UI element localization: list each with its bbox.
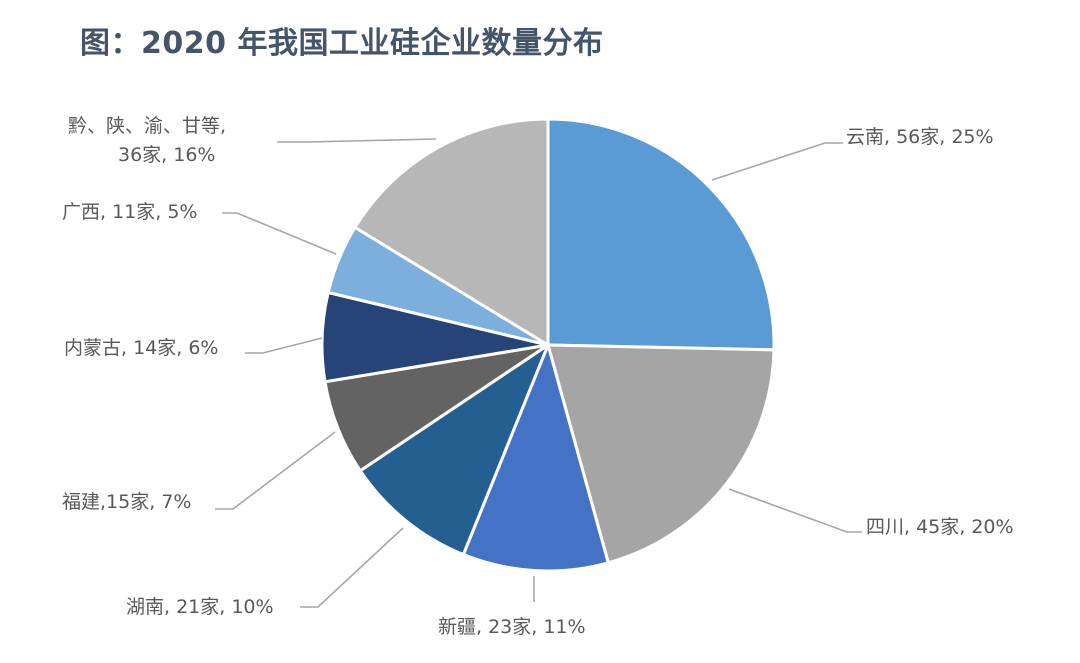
data-label-guangxi: 广西, 11家, 5% [62, 201, 198, 223]
pie-slice-sichuan [546, 343, 776, 565]
leader-lines [215, 138, 862, 608]
pie-slices [320, 117, 776, 573]
data-label-others-line1: 黔、陕、渝、甘等, [68, 115, 227, 137]
pie-slice-hunan [358, 343, 550, 557]
data-label-yunnan: 云南, 56家, 25% [846, 126, 994, 148]
leader-line-others [277, 138, 437, 143]
pie-slice-others [353, 117, 550, 347]
data-label-sichuan: 四川, 45家, 20% [866, 516, 1014, 538]
pie-slice-yunnan [546, 117, 776, 352]
data-label-others-line2: 36家, 16% [118, 144, 216, 166]
pie-slice-xinjiang [461, 343, 610, 573]
data-label-xinjiang: 新疆, 23家, 11% [438, 616, 586, 638]
data-label-neimenggu: 内蒙古, 14家, 6% [64, 337, 219, 359]
chart-title: 图：2020 年我国工业硅企业数量分布 [80, 26, 604, 61]
leader-line-sichuan [728, 488, 862, 533]
leader-line-hunan [300, 527, 404, 608]
leader-line-guangxi [222, 212, 337, 255]
leader-line-neimenggu [245, 337, 323, 354]
data-label-hunan: 湖南, 21家, 10% [126, 596, 274, 618]
leader-line-fujian [215, 431, 336, 510]
data-label-fujian: 福建,15家, 7% [62, 491, 192, 513]
leader-line-yunnan [711, 142, 843, 181]
